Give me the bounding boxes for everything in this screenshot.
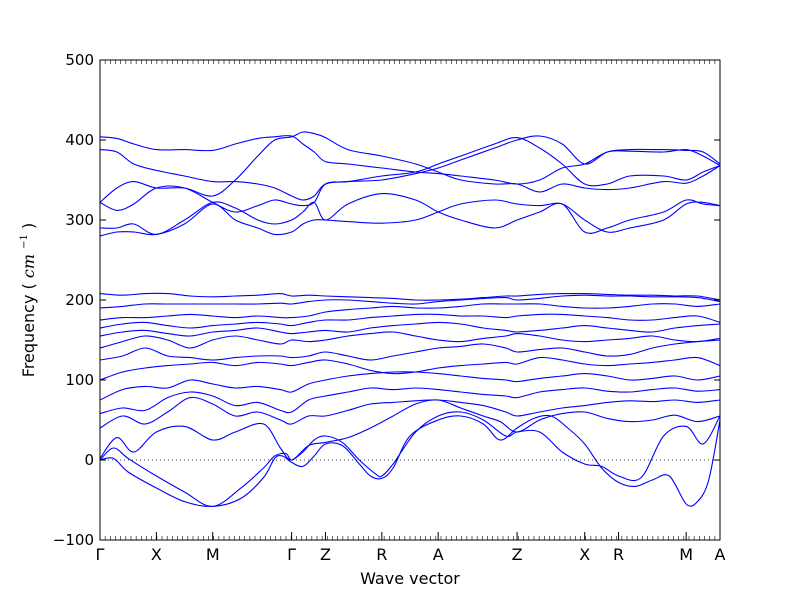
band-line-9	[100, 331, 720, 349]
band-line-7	[100, 356, 720, 381]
x-tick-label: R	[376, 545, 387, 564]
y-tick-label: 300	[65, 211, 94, 229]
band-line-17	[100, 136, 720, 213]
y-axis-label-close-paren: )	[19, 223, 38, 229]
band-line-1	[100, 414, 720, 508]
y-tick-label: 500	[65, 51, 94, 69]
x-tick-label: R	[613, 545, 624, 564]
x-tick-label: X	[579, 545, 590, 564]
band-line-15	[100, 199, 720, 237]
x-tick-label: Z	[320, 545, 331, 564]
band-line-6	[100, 371, 720, 401]
x-tick-label: M	[679, 545, 693, 564]
y-axis-label-unit-exponent: −1	[19, 234, 30, 249]
y-axis-label: Frequency ( cm −1 )	[12, 223, 38, 377]
x-tick-label: A	[433, 545, 444, 564]
x-axis-label: Wave vector	[360, 569, 460, 588]
y-axis-label-unit: cm	[19, 254, 38, 278]
x-tick-label: X	[151, 545, 162, 564]
x-tick-label: M	[206, 545, 220, 564]
band-line-3	[100, 399, 720, 461]
y-axis-label-text: Frequency	[19, 295, 38, 378]
y-tick-label: −100	[53, 531, 94, 549]
band-lines	[100, 131, 720, 508]
y-tick-label: 400	[65, 131, 94, 149]
y-tick-label: 100	[65, 371, 94, 389]
x-tick-label: Z	[512, 545, 523, 564]
band-line-11	[100, 313, 720, 329]
x-tick-label: Γ	[287, 545, 296, 564]
band-line-16	[100, 192, 720, 235]
band-line-5	[100, 387, 720, 415]
x-tick-label: A	[715, 545, 726, 564]
y-axis: −100 0 100 200 300 400 500	[53, 51, 720, 549]
band-line-13	[100, 294, 720, 309]
band-line-2	[100, 411, 720, 507]
y-tick-label: 200	[65, 291, 94, 309]
band-line-18	[100, 131, 720, 203]
band-line-10	[100, 321, 720, 337]
band-line-8	[100, 339, 720, 361]
band-line-4	[100, 396, 720, 429]
band-line-20	[100, 135, 720, 185]
x-tick-label: Γ	[96, 545, 105, 564]
y-tick-label: 0	[84, 451, 94, 469]
y-axis-label-open-paren: (	[19, 283, 38, 289]
band-line-14	[100, 292, 720, 301]
band-line-12	[100, 303, 720, 321]
